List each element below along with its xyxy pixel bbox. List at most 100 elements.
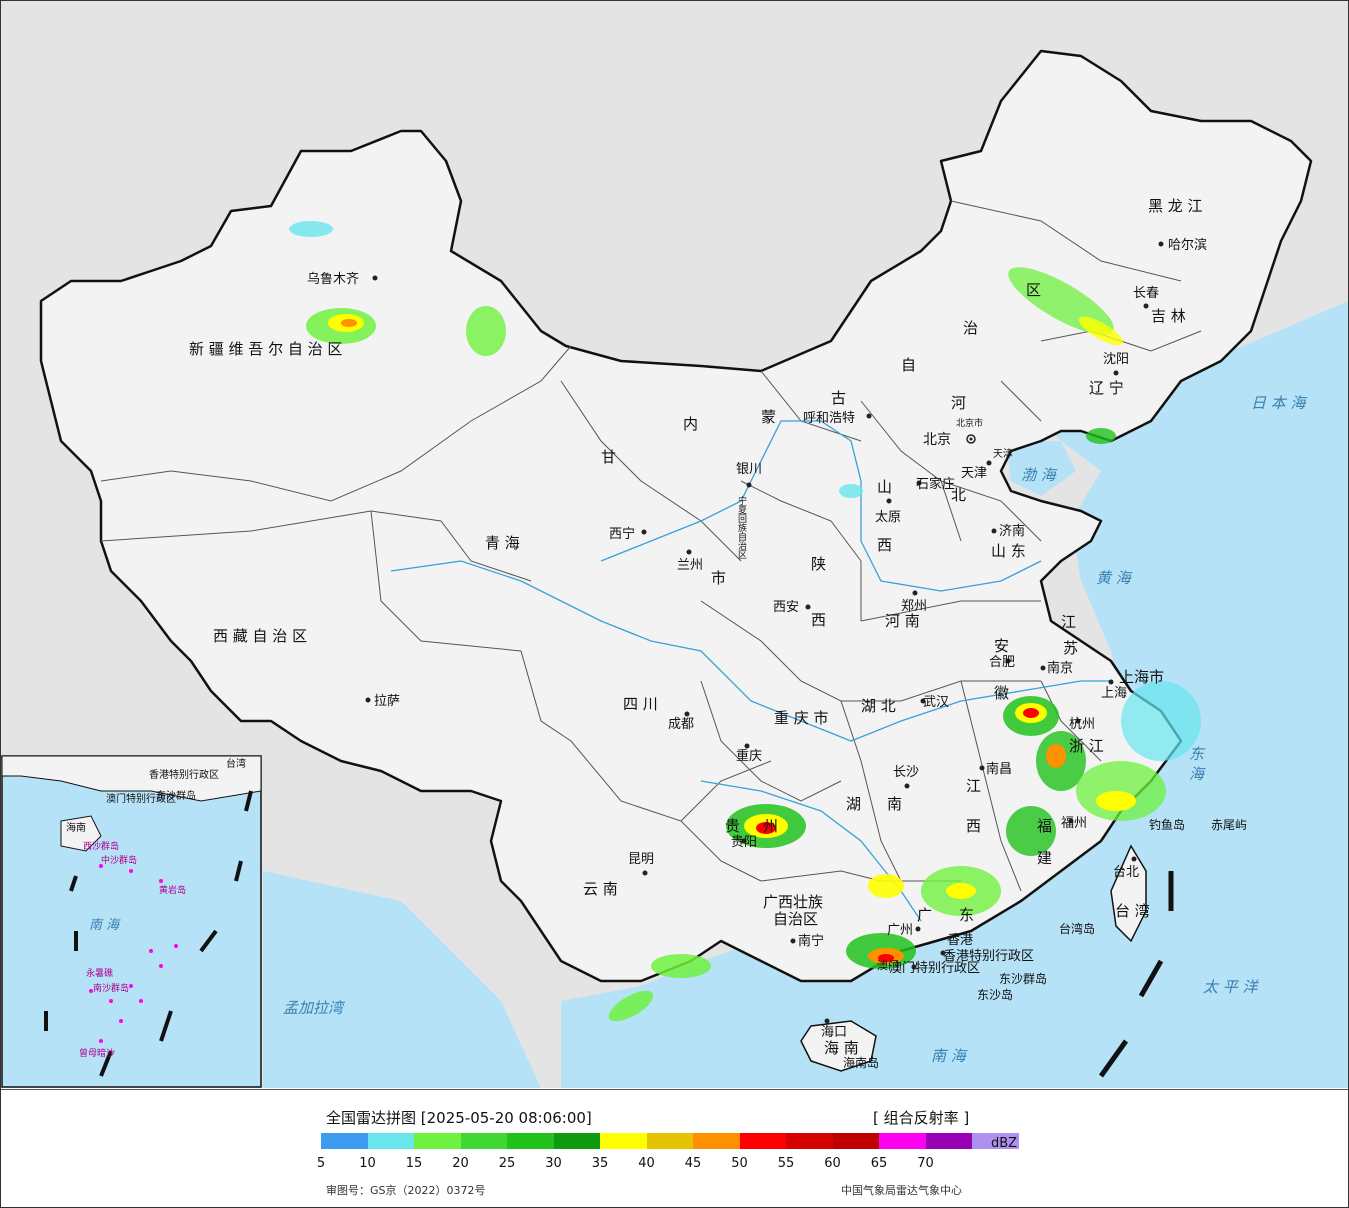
color-swatch <box>460 1133 508 1149</box>
island-xisha: 西沙群岛 <box>83 840 119 852</box>
label-liaoning: 辽 宁 <box>1089 379 1124 397</box>
color-swatch <box>507 1133 554 1149</box>
label-shaanxi-1: 陕 <box>811 555 826 573</box>
city-tianjin: 天津 <box>961 466 987 481</box>
label-neimenggu-1: 内 <box>683 415 698 433</box>
label-hebei-1: 河 <box>951 394 966 412</box>
scale-tick-label: 50 <box>731 1156 748 1171</box>
city-chongqing-city: 重庆 <box>736 748 762 764</box>
inset-hongkong: 香港特别行政区 <box>149 768 219 781</box>
city-wuhan: 武汉 <box>923 695 949 710</box>
city-markers <box>365 241 1164 1024</box>
label-guizhou-1: 贵 <box>725 817 740 835</box>
maritime-boundary <box>1098 871 1174 1078</box>
color-swatch <box>786 1133 833 1149</box>
label-chongqing: 重 庆 市 <box>774 709 829 727</box>
island-diaoyu: 钓鱼岛 <box>1149 817 1185 832</box>
label-xizang: 西 藏 自 治 区 <box>213 627 307 645</box>
province-labels: 新 疆 维 吾 尔 自 治 区 西 藏 自 治 区 青 海 甘 内 蒙 古 自 … <box>189 197 1203 1057</box>
label-qinghai: 青 海 <box>485 534 520 552</box>
island-zhongsha: 中沙群岛 <box>101 854 137 866</box>
label-fujian-1: 福 <box>1037 817 1052 835</box>
label-guizhou-2: 州 <box>763 817 778 835</box>
scale-tick-label: 35 <box>591 1156 609 1171</box>
label-anhui-2: 徽 <box>994 684 1009 702</box>
scale-tick-label: 70 <box>917 1156 934 1171</box>
label-hongkong: 香港特别行政区 <box>943 949 1034 964</box>
city-shijiazhuang: 石家庄 <box>916 476 955 492</box>
island-nansha: 南沙群岛 <box>93 982 129 994</box>
city-nanjing: 南京 <box>1047 660 1073 676</box>
scale-tick-label: 10 <box>359 1156 376 1171</box>
city-labels: 乌鲁木齐 拉萨 西宁 兰州 银川 呼和浩特 哈尔滨 长春 沈阳 北京 北京市 天… <box>307 237 1207 1040</box>
island-zengmu: 曾母暗沙 <box>79 1047 115 1059</box>
sea-south: 南 海 <box>931 1047 968 1065</box>
scale-tick-label: 60 <box>824 1156 841 1171</box>
color-swatch <box>972 1133 1019 1149</box>
scale-tick-label: 45 <box>684 1156 702 1171</box>
city-chengdu: 成都 <box>668 717 694 732</box>
inset-macau: 澳门特别行政区 <box>106 792 176 805</box>
color-swatch <box>600 1133 647 1149</box>
label-macau: 澳门特别行政区 <box>889 960 980 976</box>
label-gansu-city: 市 <box>711 569 726 587</box>
city-hongkong: 香港 <box>947 933 973 948</box>
city-fuzhou: 福州 <box>1061 816 1087 831</box>
color-swatch <box>925 1133 973 1149</box>
city-shanghai-city: 上海 <box>1101 686 1127 701</box>
label-shaanxi-2: 西 <box>811 611 826 629</box>
city-taiyuan: 太原 <box>875 510 901 525</box>
island-huangyan: 黄岩岛 <box>159 884 186 896</box>
color-swatch <box>414 1133 461 1149</box>
city-lanzhou: 兰州 <box>677 558 703 573</box>
island-chiwei: 赤尾屿 <box>1211 818 1247 832</box>
city-changchun: 长春 <box>1133 286 1159 301</box>
label-neimenggu-6: 区 <box>1026 281 1041 299</box>
city-kunming: 昆明 <box>628 852 654 867</box>
label-hunan-2: 南 <box>887 795 902 813</box>
island-labels: 钓鱼岛 赤尾屿 东沙群岛 东沙岛 台湾岛 海南岛 西沙群岛 中沙群岛 南沙群岛 … <box>66 757 1247 1070</box>
city-beijing: 北京 <box>923 432 951 448</box>
sea-yellow: 黄 海 <box>1096 569 1133 587</box>
scale-tick-label: 15 <box>405 1156 423 1171</box>
scale-tick-label: 55 <box>777 1156 795 1171</box>
island-yongshu: 永暑礁 <box>86 967 113 979</box>
city-zhengzhou: 郑州 <box>901 599 927 614</box>
inset-dongsha: 东沙群岛 <box>156 789 196 802</box>
city-hangzhou: 杭州 <box>1069 717 1095 732</box>
label-shanxi-1: 山 <box>877 478 892 496</box>
legend-title: 全国雷达拼图 [2025-05-20 08:06:00] <box>326 1109 592 1127</box>
east-ocean <box>561 301 1348 1088</box>
label-zhejiang: 浙 江 <box>1069 737 1104 755</box>
label-gansu: 甘 <box>601 448 616 466</box>
label-fujian-2: 建 <box>1037 849 1052 867</box>
color-swatch <box>367 1133 415 1149</box>
island-hainan: 海南岛 <box>843 1055 879 1070</box>
sea-inset-south: 南 海 <box>89 918 121 933</box>
sea-east: 东 海 <box>1187 746 1206 781</box>
ocean-layer <box>263 301 1348 1088</box>
sea-bengal: 孟加拉湾 <box>283 999 346 1017</box>
city-changsha: 长沙 <box>893 765 919 780</box>
radar-map[interactable]: 新 疆 维 吾 尔 自 治 区 西 藏 自 治 区 青 海 甘 内 蒙 古 自 … <box>1 1 1348 1088</box>
label-hunan-1: 湖 <box>846 795 861 813</box>
color-swatch <box>321 1133 368 1149</box>
data-source: 中国气象局雷达气象中心 <box>841 1184 962 1197</box>
rivers <box>390 420 1111 922</box>
sea-japan: 日 本 海 <box>1251 394 1308 412</box>
color-swatch <box>879 1133 926 1149</box>
color-swatch <box>832 1133 880 1149</box>
label-jiangxi-1: 江 <box>966 777 981 795</box>
scale-tick-label: 20 <box>452 1156 469 1171</box>
scale-tick-label: 30 <box>545 1156 562 1171</box>
hainan-land <box>800 1020 877 1072</box>
city-haikou: 海口 <box>821 1025 847 1040</box>
sea-bohai: 渤 海 <box>1021 466 1058 484</box>
label-neimenggu-3: 古 <box>831 389 846 407</box>
south-sea-inset[interactable] <box>1 755 262 1088</box>
label-taiwan: 台 湾 <box>1115 902 1150 920</box>
inset-hainan: 海南 <box>66 821 86 834</box>
island-dongsha: 东沙群岛 <box>999 971 1047 986</box>
city-macau: 澳门 <box>877 958 899 972</box>
city-guiyang: 贵阳 <box>731 835 757 850</box>
